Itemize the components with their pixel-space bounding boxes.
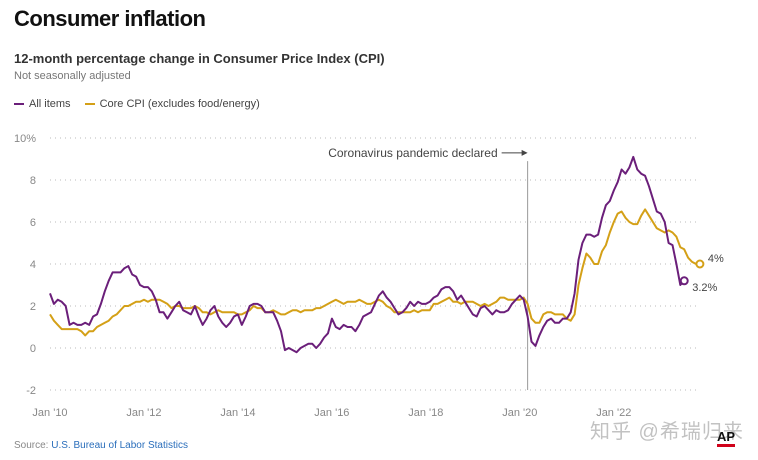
watermark: 知乎 @希瑞归来	[590, 421, 744, 443]
series-line-core	[49, 208, 700, 337]
y-tick-label: 4	[30, 259, 36, 271]
end-marker-core	[695, 259, 705, 269]
series-line-all-items	[49, 155, 685, 354]
legend: All items Core CPI (excludes food/energy…	[14, 98, 260, 110]
source-note: Source: U.S. Bureau of Labor Statistics	[14, 440, 188, 451]
end-marker-all-items	[679, 276, 689, 286]
pandemic-annotation: Coronavirus pandemic declared	[328, 146, 497, 160]
chart-subtitle: 12-month percentage change in Consumer P…	[14, 51, 385, 66]
x-tick-label: Jan '16	[314, 407, 349, 419]
y-tick-label: -2	[26, 385, 36, 397]
end-label-core: 4%	[708, 253, 724, 265]
x-tick-label: Jan '18	[408, 407, 443, 419]
legend-label-core: Core CPI (excludes food/energy)	[99, 98, 260, 110]
y-tick-label: 10%	[14, 133, 36, 145]
x-axis: Jan '10 Jan '12 Jan '14 Jan '16 Jan '18 Jan '…	[32, 407, 631, 419]
ap-logo: AP	[717, 430, 736, 447]
y-tick-label: 8	[30, 175, 36, 187]
x-tick-label: Jan '14	[220, 407, 255, 419]
source-link[interactable]: U.S. Bureau of Labor Statistics	[51, 440, 188, 451]
chart-note: Not seasonally adjusted	[14, 70, 131, 82]
source-prefix: Source:	[14, 440, 52, 451]
y-tick-label: 2	[30, 301, 36, 313]
y-tick-label: 0	[30, 343, 36, 355]
y-axis: -2 0 2 4 6 8 10%	[14, 133, 36, 397]
end-label-all-items: 3.2%	[692, 282, 717, 294]
legend-item-core: Core CPI (excludes food/energy)	[84, 98, 260, 110]
legend-item-all-items: All items	[14, 98, 71, 110]
legend-swatch-core	[84, 103, 95, 105]
x-tick-label: Jan '22	[596, 407, 631, 419]
x-tick-label: Jan '20	[502, 407, 537, 419]
legend-label-all-items: All items	[29, 98, 71, 110]
chart-title: Consumer inflation	[14, 6, 206, 31]
annotation-arrowhead	[521, 149, 528, 156]
x-tick-label: Jan '10	[32, 407, 67, 419]
y-tick-label: 6	[30, 217, 36, 229]
x-tick-label: Jan '12	[126, 407, 161, 419]
grid	[50, 137, 700, 391]
legend-swatch-all-items	[14, 103, 24, 105]
